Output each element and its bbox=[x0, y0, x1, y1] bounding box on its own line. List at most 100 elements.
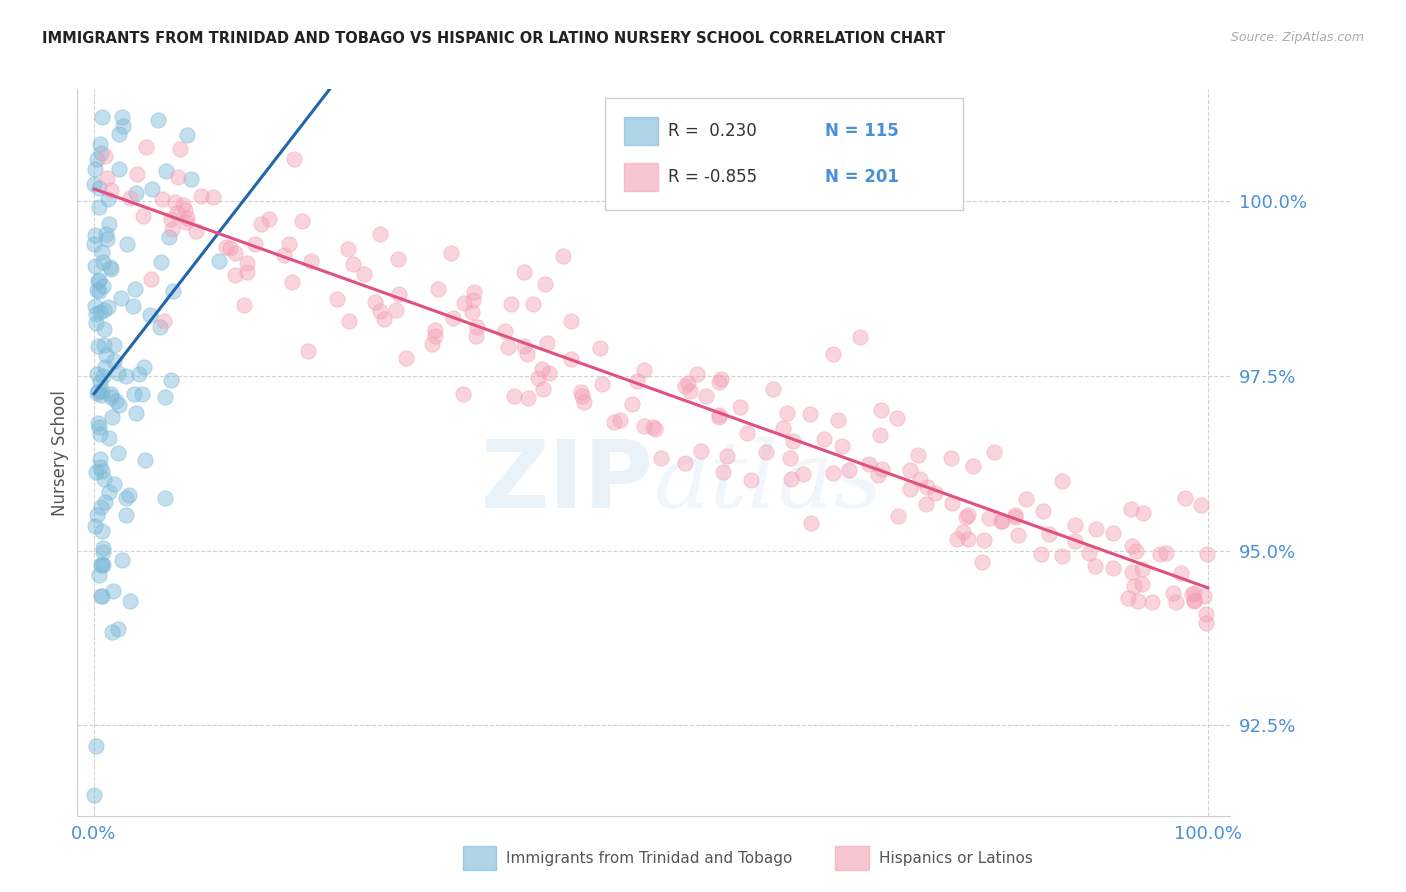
Point bbox=[89, 304, 111, 318]
Point bbox=[384, 303, 406, 318]
Point bbox=[90, 388, 112, 402]
Text: atlas: atlas bbox=[654, 437, 883, 527]
Point bbox=[464, 328, 486, 343]
Point bbox=[463, 293, 485, 307]
Point bbox=[91, 558, 114, 572]
Point bbox=[100, 387, 122, 401]
Point bbox=[174, 203, 197, 218]
Point bbox=[1194, 615, 1216, 630]
Point bbox=[1119, 502, 1142, 516]
Point bbox=[124, 282, 146, 296]
Point bbox=[94, 149, 117, 163]
Point bbox=[141, 272, 163, 286]
Text: N = 201: N = 201 bbox=[825, 168, 900, 186]
Point bbox=[676, 376, 699, 391]
Point bbox=[955, 510, 977, 524]
Point bbox=[91, 544, 114, 558]
Point bbox=[420, 337, 443, 351]
Point bbox=[522, 297, 544, 311]
Point bbox=[107, 398, 129, 412]
Point bbox=[1181, 586, 1204, 600]
Point bbox=[83, 227, 105, 242]
Point bbox=[907, 448, 929, 462]
Text: IMMIGRANTS FROM TRINIDAD AND TOBAGO VS HISPANIC OR LATINO NURSERY SCHOOL CORRELA: IMMIGRANTS FROM TRINIDAD AND TOBAGO VS H… bbox=[42, 31, 945, 46]
Point bbox=[283, 152, 305, 166]
Point bbox=[353, 267, 375, 281]
Point bbox=[776, 406, 799, 420]
Text: Source: ZipAtlas.com: Source: ZipAtlas.com bbox=[1230, 31, 1364, 45]
Point bbox=[536, 336, 558, 351]
Point bbox=[1102, 560, 1125, 574]
Point bbox=[849, 330, 872, 344]
Point bbox=[1184, 593, 1206, 607]
Point bbox=[291, 214, 314, 228]
Point bbox=[152, 314, 174, 328]
Point bbox=[1192, 590, 1215, 604]
Point bbox=[121, 299, 143, 313]
Point bbox=[87, 568, 110, 582]
Point bbox=[91, 464, 114, 478]
Point bbox=[135, 140, 157, 154]
Point bbox=[869, 428, 891, 442]
Point bbox=[924, 485, 946, 500]
Point bbox=[273, 248, 295, 262]
Point bbox=[184, 224, 207, 238]
Point bbox=[96, 227, 118, 242]
Point bbox=[87, 181, 110, 195]
Point bbox=[98, 431, 121, 445]
Point bbox=[107, 366, 129, 380]
Point bbox=[101, 625, 124, 640]
Point bbox=[101, 410, 124, 425]
Point bbox=[107, 622, 129, 636]
Point bbox=[1182, 592, 1205, 607]
Point bbox=[946, 533, 969, 547]
Point bbox=[1142, 594, 1164, 608]
Point bbox=[190, 189, 212, 203]
Point bbox=[103, 477, 125, 491]
Point bbox=[388, 286, 411, 301]
Point bbox=[84, 307, 107, 321]
Point bbox=[139, 308, 162, 322]
Point bbox=[827, 413, 849, 427]
Point bbox=[368, 227, 391, 241]
Point bbox=[84, 299, 107, 313]
Point bbox=[257, 212, 280, 227]
Point bbox=[103, 354, 125, 368]
Point bbox=[513, 339, 536, 353]
Point bbox=[93, 321, 115, 335]
Point bbox=[569, 384, 592, 399]
Point bbox=[780, 472, 803, 486]
Point bbox=[1132, 506, 1154, 520]
Point bbox=[498, 340, 520, 354]
Point bbox=[83, 236, 105, 251]
Point bbox=[762, 382, 785, 396]
Point bbox=[124, 186, 146, 200]
Point bbox=[132, 209, 155, 223]
Point bbox=[91, 110, 114, 124]
Point bbox=[1052, 549, 1074, 564]
Point bbox=[970, 555, 993, 569]
Point bbox=[673, 456, 696, 470]
Point bbox=[86, 386, 108, 401]
Point bbox=[1007, 528, 1029, 542]
Point bbox=[1149, 547, 1171, 561]
Point bbox=[710, 372, 733, 386]
Point bbox=[150, 254, 173, 268]
Point bbox=[89, 375, 111, 389]
Point bbox=[132, 359, 155, 374]
Point bbox=[538, 367, 561, 381]
Point bbox=[91, 541, 114, 555]
Point bbox=[84, 260, 107, 274]
Point bbox=[89, 426, 111, 441]
Point bbox=[1161, 586, 1184, 600]
Point bbox=[108, 127, 131, 141]
Point bbox=[166, 206, 188, 220]
Point bbox=[1084, 558, 1107, 573]
Point bbox=[451, 387, 474, 401]
Y-axis label: Nursery School: Nursery School bbox=[51, 390, 69, 516]
Point bbox=[952, 525, 974, 540]
Point bbox=[641, 420, 664, 434]
Point bbox=[89, 452, 111, 467]
Point bbox=[1038, 527, 1060, 541]
Point bbox=[990, 514, 1012, 528]
